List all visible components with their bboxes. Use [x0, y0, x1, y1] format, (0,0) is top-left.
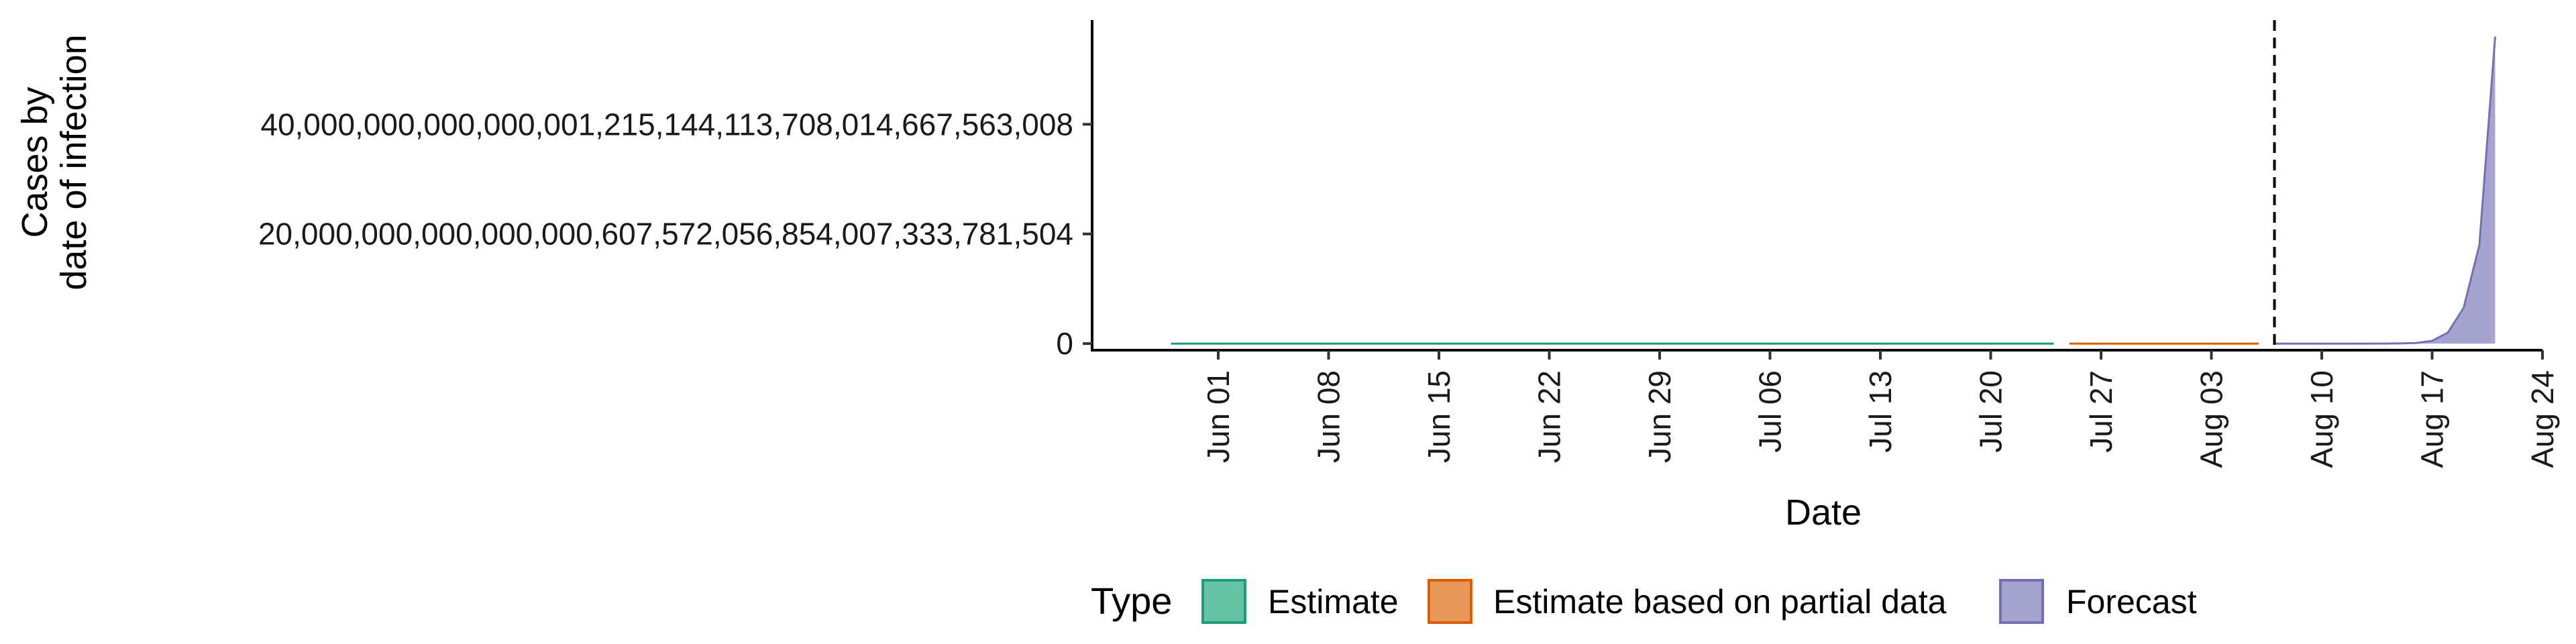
series-line-forecast [2274, 36, 2496, 345]
series-area-forecast [2274, 36, 2496, 344]
x-tick-label-5: Jul 06 [1753, 370, 1788, 453]
legend: Type Estimate Estimate based on partial … [1091, 579, 2197, 624]
x-axis: Jun 01 Jun 08 Jun 15 Jun 22 Jun 29 Jul 06 Jul … [1091, 349, 2560, 468]
y-axis-title: Cases by date of infection [15, 34, 94, 290]
x-axis-title: Date [1785, 492, 1862, 533]
x-tick-label-7: Jul 20 [1974, 370, 2008, 453]
x-tick-label-0: Jun 01 [1201, 370, 1236, 463]
x-tick-label-9: Aug 03 [2194, 370, 2229, 468]
legend-label-partial: Estimate based on partial data [1493, 583, 1947, 621]
plot-area [1171, 20, 2496, 350]
y-tick-label-2: 40,000,000,000,000,001,215,144,113,708,0… [260, 107, 1073, 142]
x-tick-label-2: Jun 15 [1421, 370, 1456, 463]
y-tick-label-1: 20,000,000,000,000,000,607,572,056,854,0… [258, 217, 1073, 252]
x-tick-label-10: Aug 10 [2304, 370, 2339, 468]
x-tick-label-11: Aug 17 [2415, 370, 2450, 468]
x-tick-label-6: Jul 13 [1863, 370, 1898, 453]
y-tick-label-0: 0 [1056, 326, 1073, 361]
legend-title: Type [1091, 580, 1172, 622]
x-tick-label-3: Jun 22 [1532, 370, 1567, 463]
y-axis-title-line-2: date of infection [54, 34, 94, 290]
x-tick-label-1: Jun 08 [1311, 370, 1346, 463]
y-axis-title-line-1: Cases by [15, 87, 55, 237]
legend-key-forecast [1999, 579, 2044, 624]
x-tick-label-12: Aug 24 [2525, 370, 2560, 468]
legend-key-partial [1428, 579, 1472, 624]
legend-key-estimate [1201, 579, 1246, 624]
legend-label-estimate: Estimate [1268, 583, 1399, 621]
y-axis: 0 20,000,000,000,000,000,607,572,056,854,… [258, 20, 1093, 361]
x-tick-label-8: Jul 27 [2084, 370, 2118, 453]
x-tick-label-4: Jun 29 [1642, 370, 1677, 463]
legend-label-forecast: Forecast [2066, 583, 2197, 621]
